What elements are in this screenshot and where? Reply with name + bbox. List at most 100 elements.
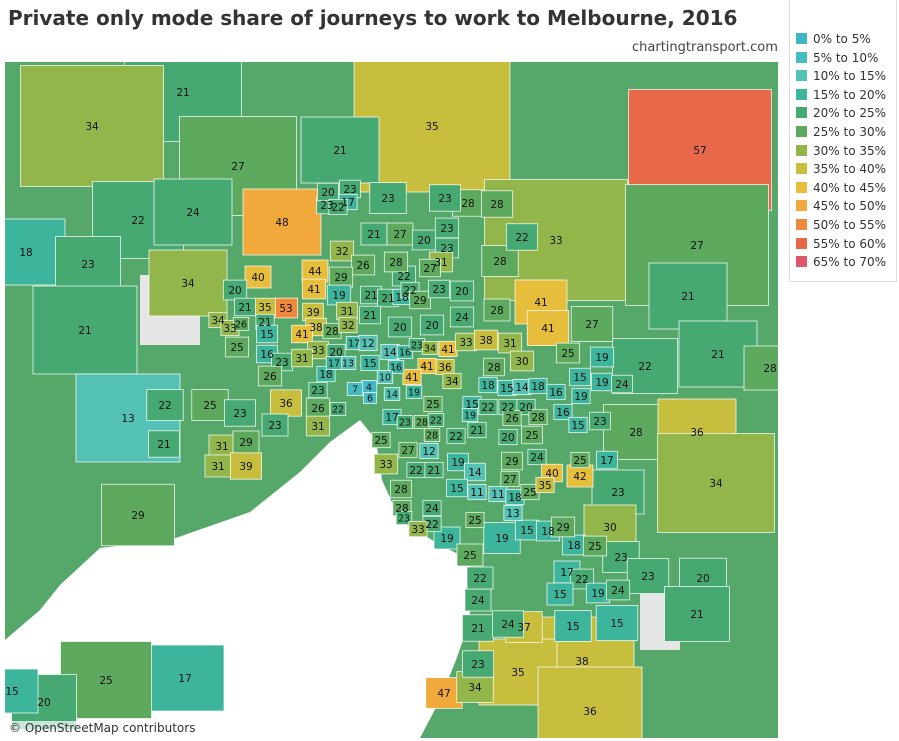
region-label: 21 <box>367 229 380 241</box>
region <box>571 387 591 405</box>
region <box>449 280 475 302</box>
region-label: 44 <box>308 266 322 278</box>
region-label: 17 <box>385 412 398 424</box>
region <box>424 461 444 479</box>
region <box>301 278 327 300</box>
legend-item: 35% to 40% <box>796 162 886 176</box>
region <box>568 416 588 434</box>
region-label: 18 <box>541 526 554 538</box>
region-label: 17 <box>341 197 354 209</box>
region-label: 23 <box>399 418 411 429</box>
legend-item: 25% to 30% <box>796 125 886 139</box>
region <box>478 376 498 394</box>
region-label: 47 <box>437 688 450 700</box>
region <box>546 582 574 606</box>
region <box>395 511 413 525</box>
region-label: 15 <box>566 621 579 633</box>
region-label: 35 <box>258 302 271 314</box>
region-label: 15 <box>553 589 566 601</box>
region <box>373 453 399 475</box>
region-label: 36 <box>438 362 452 374</box>
region <box>589 346 615 368</box>
region <box>611 374 633 394</box>
region-label: 26 <box>356 260 370 272</box>
region-label: 34 <box>211 315 225 327</box>
region-label: 20 <box>228 285 241 297</box>
region-label: 35 <box>511 667 524 679</box>
region-label: 13 <box>506 508 519 520</box>
region <box>554 610 592 642</box>
region <box>419 442 439 460</box>
region-label: 17 <box>560 567 573 579</box>
region <box>481 245 519 277</box>
region-label: 24 <box>471 595 485 607</box>
region-label: 15 <box>520 525 533 537</box>
region-label: 33 <box>223 323 236 335</box>
region <box>569 367 591 387</box>
region-label: 22 <box>409 465 422 477</box>
region-label: 20 <box>417 235 430 247</box>
region-label: 22 <box>332 405 344 416</box>
region <box>383 387 401 401</box>
legend-label: 10% to 15% <box>813 69 887 84</box>
region-label: 19 <box>464 411 476 422</box>
legend-swatch <box>796 126 807 137</box>
region <box>148 249 228 317</box>
region-label: 25 <box>525 430 538 442</box>
legend-item: 50% to 55% <box>796 218 886 232</box>
region-label: 25 <box>588 541 601 553</box>
region <box>582 535 608 557</box>
region-label: 28 <box>531 412 544 424</box>
region <box>55 236 121 292</box>
region-label: 27 <box>585 319 598 331</box>
region-label: 15 <box>573 372 586 384</box>
legend-label: 0% to 5% <box>813 32 871 46</box>
region-label: 28 <box>490 305 503 317</box>
region-label: 23 <box>440 223 453 235</box>
region-label: 31 <box>215 441 228 453</box>
region-label: 23 <box>432 284 445 296</box>
region <box>396 415 414 429</box>
region-label: 20 <box>501 432 514 444</box>
legend-label: 20% to 25% <box>813 106 887 121</box>
region <box>329 240 355 262</box>
region <box>423 428 441 442</box>
region <box>383 251 409 273</box>
region <box>473 329 499 351</box>
region-label: 23 <box>81 259 94 271</box>
region-label: 28 <box>426 431 438 442</box>
region <box>467 483 487 501</box>
attribution: © OpenStreetMap contributors <box>6 721 199 735</box>
region <box>648 262 728 330</box>
region-label: 39 <box>239 461 252 473</box>
region <box>498 428 518 446</box>
region-label: 23 <box>381 193 394 205</box>
legend-label: 65% to 70% <box>813 255 887 270</box>
region-label: 22 <box>638 361 651 373</box>
region <box>428 279 450 299</box>
region-label: 20 <box>696 573 709 585</box>
region-label: 16 <box>399 348 411 359</box>
region-label: 20 <box>519 402 532 414</box>
region-label: 19 <box>595 352 608 364</box>
legend-swatch <box>796 181 807 193</box>
region-label: 48 <box>275 217 288 229</box>
region-label: 27 <box>690 240 703 252</box>
region-label: 28 <box>325 326 338 338</box>
region-label: 21 <box>711 349 724 361</box>
region-label: 31 <box>311 421 324 433</box>
region-label: 33 <box>379 459 392 471</box>
region <box>305 415 331 437</box>
region-label: 18 <box>319 369 332 381</box>
region-label: 6 <box>367 394 373 405</box>
region <box>664 586 730 642</box>
region <box>230 452 262 480</box>
region-label: 36 <box>279 398 293 410</box>
legend-item: 5% to 10% <box>796 51 878 65</box>
region-label: 23 <box>641 571 654 583</box>
region-label: 28 <box>763 363 776 375</box>
region-label: 41 <box>420 361 433 373</box>
region <box>300 116 380 184</box>
region-label: 28 <box>493 256 506 268</box>
